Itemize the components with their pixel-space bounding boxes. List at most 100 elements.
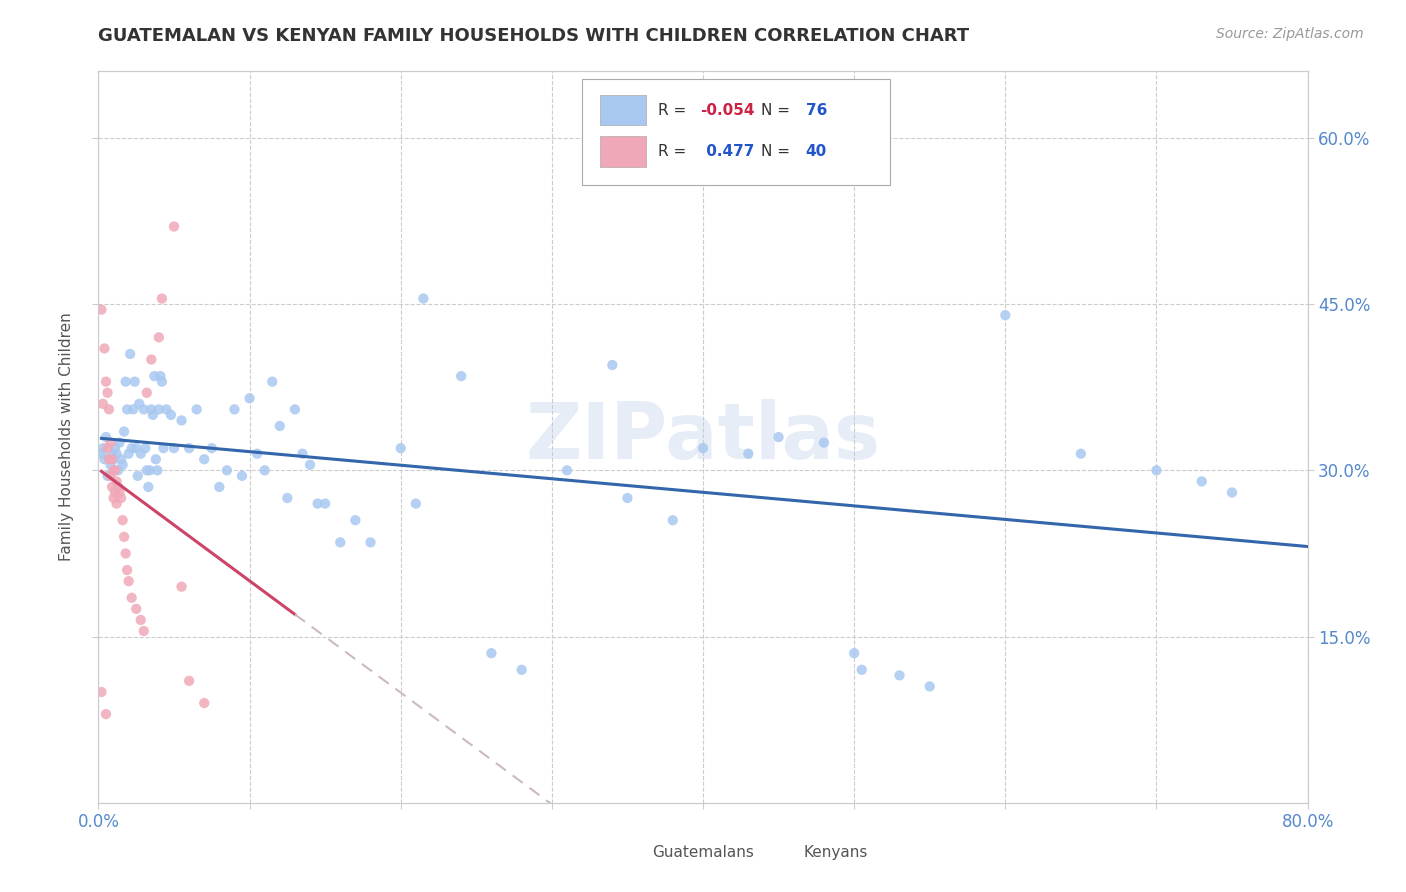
Point [170,413,193,427]
Point [132,624,155,638]
Text: GUATEMALAN VS KENYAN FAMILY HOUSEHOLDS WITH CHILDREN CORRELATION CHART: GUATEMALAN VS KENYAN FAMILY HOUSEHOLDS W… [98,27,970,45]
Point [450,369,472,384]
Point [768,430,790,444]
Point [135,463,157,477]
Point [107,463,129,477]
Point [114,375,136,389]
Point [107,480,129,494]
Point [269,419,291,434]
Point [555,463,578,477]
Point [118,574,141,589]
Point [193,452,215,467]
Point [90,302,112,317]
Point [100,435,122,450]
Point [105,447,128,461]
Point [112,425,135,439]
Point [90,447,112,461]
Text: Kenyans: Kenyans [803,845,868,860]
Point [262,375,284,389]
Point [115,402,138,417]
Point [108,485,131,500]
Point [120,347,142,361]
Point [135,385,157,400]
Point [291,447,314,461]
Point [661,513,683,527]
Text: Guatemalans: Guatemalans [652,845,754,860]
Point [170,580,193,594]
Point [122,402,145,417]
Point [329,535,352,549]
Point [405,497,427,511]
Text: 0.477: 0.477 [700,145,754,160]
Point [101,480,124,494]
Point [215,463,238,477]
Point [125,602,148,616]
Point [128,397,150,411]
Point [103,463,125,477]
Text: R =: R = [658,103,692,118]
Point [93,452,115,467]
Point [1220,485,1243,500]
Point [90,685,112,699]
FancyBboxPatch shape [600,136,647,167]
Point [94,707,117,722]
Point [112,530,135,544]
Point [115,563,138,577]
Point [105,475,128,489]
Point [132,402,155,417]
Point [94,430,117,444]
Point [163,219,186,234]
Point [239,392,262,406]
Point [163,441,186,455]
Point [110,452,132,467]
Point [179,673,201,688]
Point [360,535,382,549]
Point [844,646,866,660]
Point [143,369,166,384]
Point [737,447,759,461]
Point [110,491,132,505]
FancyBboxPatch shape [600,95,647,126]
Point [124,375,146,389]
Point [179,441,201,455]
Point [114,546,136,560]
Point [101,447,124,461]
Point [108,435,131,450]
Point [148,330,170,344]
Point [616,491,638,505]
Point [111,513,134,527]
Point [510,663,533,677]
Point [602,358,624,372]
Text: N =: N = [761,103,794,118]
Point [93,342,115,356]
Text: -0.054: -0.054 [700,103,755,118]
Point [104,485,127,500]
Point [105,497,128,511]
Text: 40: 40 [806,145,827,160]
Point [246,447,269,461]
Point [314,497,336,511]
Point [692,441,714,455]
FancyBboxPatch shape [758,841,792,863]
Point [224,402,246,417]
Point [101,452,124,467]
Point [299,458,322,472]
Point [104,463,127,477]
Point [201,441,224,455]
Text: Source: ZipAtlas.com: Source: ZipAtlas.com [1216,27,1364,41]
Point [121,591,143,605]
Point [94,375,117,389]
Point [284,402,307,417]
Point [139,463,162,477]
Y-axis label: Family Households with Children: Family Households with Children [59,313,75,561]
Text: 76: 76 [806,103,827,118]
Text: N =: N = [761,145,794,160]
Point [412,292,434,306]
Point [146,463,169,477]
Point [186,402,208,417]
Point [193,696,215,710]
Point [125,441,148,455]
Point [104,441,127,455]
Point [98,402,121,417]
Point [389,441,412,455]
